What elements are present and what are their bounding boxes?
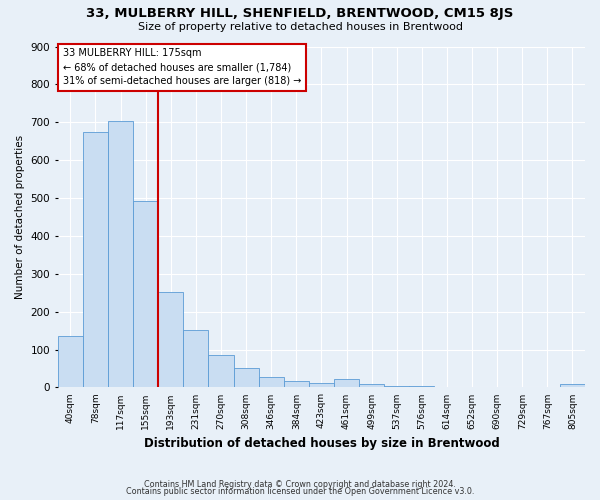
Text: Size of property relative to detached houses in Brentwood: Size of property relative to detached ho…: [137, 22, 463, 32]
Y-axis label: Number of detached properties: Number of detached properties: [15, 135, 25, 299]
Bar: [184, 330, 208, 388]
Bar: [560, 384, 585, 388]
Bar: [284, 380, 309, 388]
Bar: [309, 384, 334, 388]
Bar: [259, 377, 284, 388]
Bar: [409, 386, 434, 388]
Bar: [485, 386, 509, 388]
Bar: [359, 384, 384, 388]
Text: 33 MULBERRY HILL: 175sqm
← 68% of detached houses are smaller (1,784)
31% of sem: 33 MULBERRY HILL: 175sqm ← 68% of detach…: [63, 48, 301, 86]
Text: 33, MULBERRY HILL, SHENFIELD, BRENTWOOD, CM15 8JS: 33, MULBERRY HILL, SHENFIELD, BRENTWOOD,…: [86, 8, 514, 20]
Text: Contains public sector information licensed under the Open Government Licence v3: Contains public sector information licen…: [126, 487, 474, 496]
Bar: [384, 386, 409, 388]
Bar: [133, 200, 158, 388]
Bar: [208, 355, 233, 388]
Bar: [460, 386, 485, 388]
Bar: [434, 386, 460, 388]
Bar: [58, 336, 83, 388]
Bar: [158, 292, 184, 388]
Bar: [334, 380, 359, 388]
Bar: [233, 368, 259, 388]
Bar: [108, 121, 133, 388]
X-axis label: Distribution of detached houses by size in Brentwood: Distribution of detached houses by size …: [143, 437, 499, 450]
Bar: [83, 132, 108, 388]
Text: Contains HM Land Registry data © Crown copyright and database right 2024.: Contains HM Land Registry data © Crown c…: [144, 480, 456, 489]
